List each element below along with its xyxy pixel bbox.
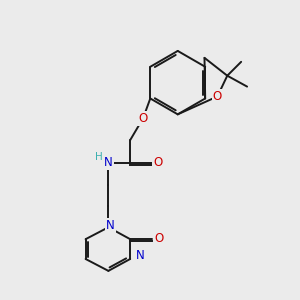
Text: N: N <box>136 248 145 262</box>
Text: H: H <box>94 152 102 162</box>
Text: O: O <box>138 112 148 125</box>
Text: O: O <box>213 90 222 103</box>
Text: N: N <box>104 156 113 170</box>
Text: O: O <box>154 232 164 245</box>
Text: N: N <box>106 219 115 232</box>
Text: O: O <box>153 156 163 170</box>
